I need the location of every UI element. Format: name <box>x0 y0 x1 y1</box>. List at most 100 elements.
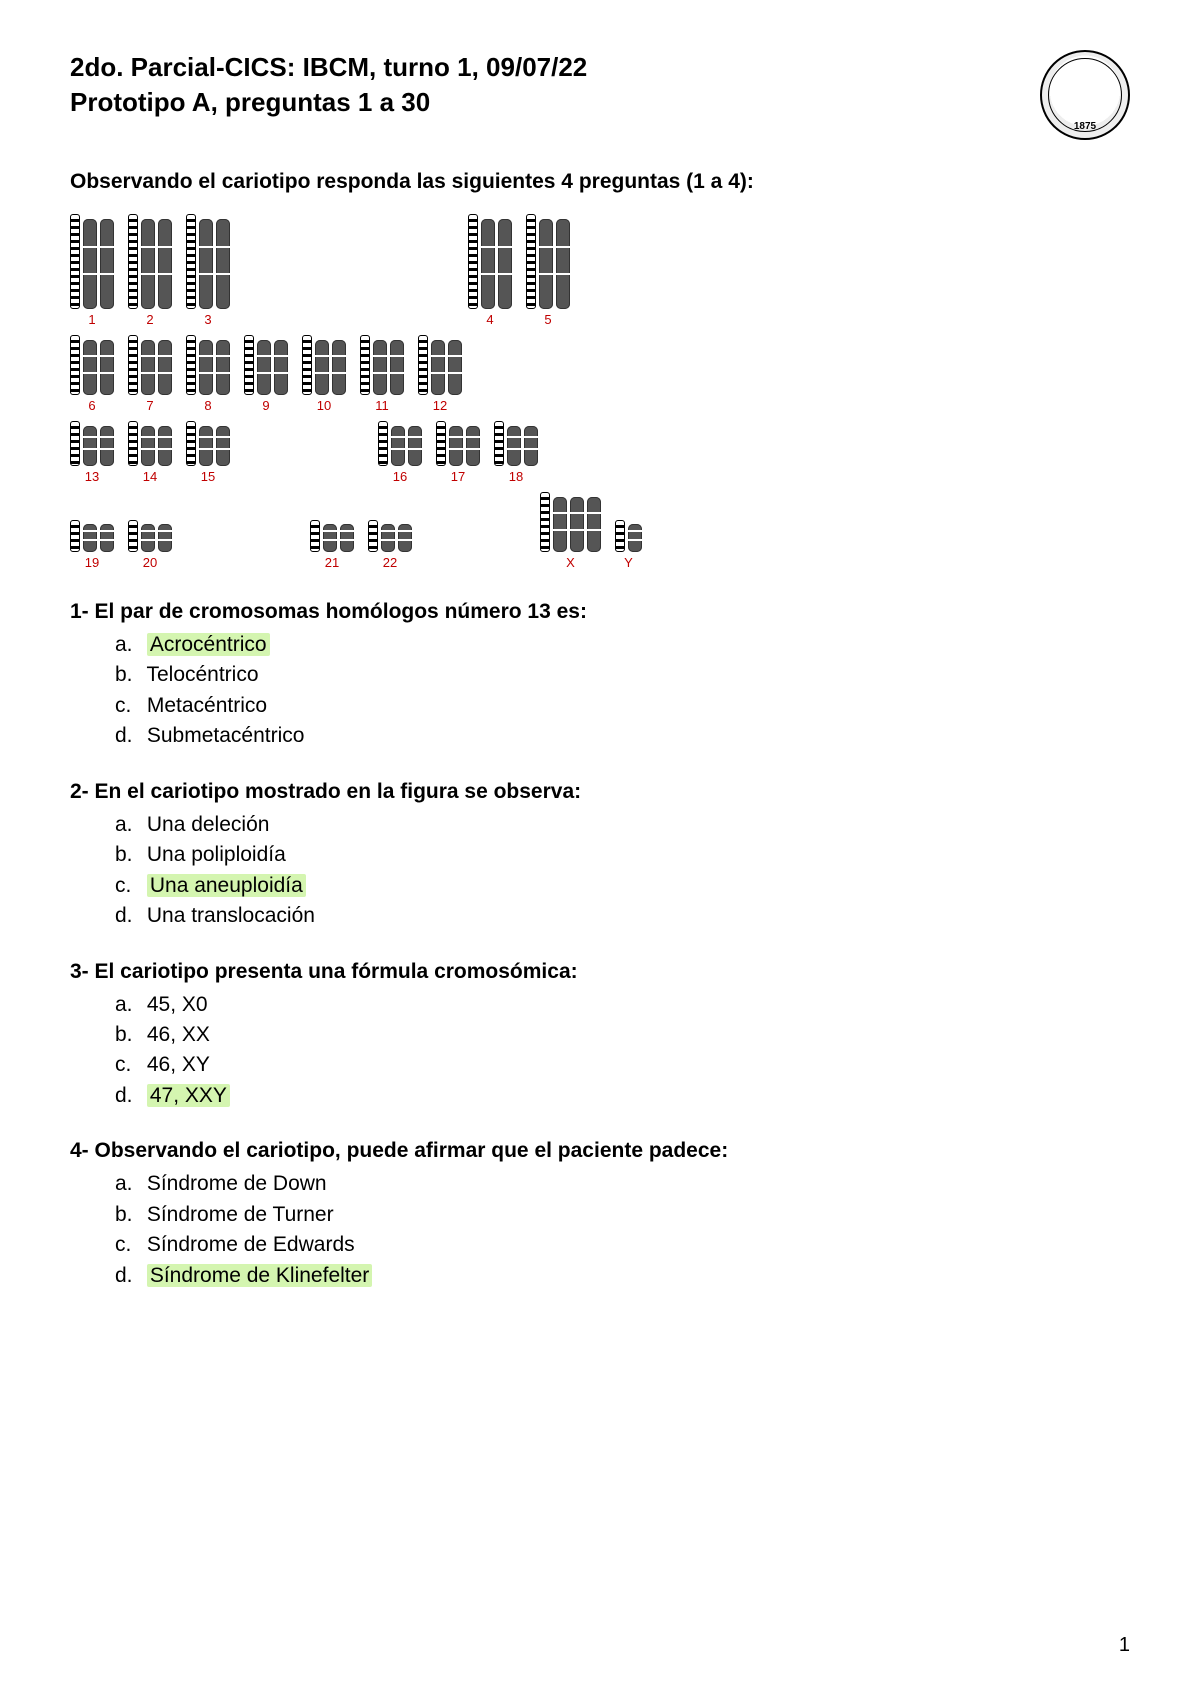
option-text: Una translocación <box>147 904 315 927</box>
option-letter: d. <box>115 1261 141 1291</box>
chromosome-pair-9: 9 <box>244 335 288 413</box>
chromosome-icon <box>481 219 495 309</box>
chromosome-icon <box>587 497 601 552</box>
chromosome-pair-17: 17 <box>436 421 480 484</box>
ideogram-icon <box>494 421 504 466</box>
chromosome-label: 8 <box>204 398 211 413</box>
chromosome-pair-22: 22 <box>368 520 412 570</box>
option-letter: b. <box>115 1020 141 1050</box>
chromosome-label: 19 <box>85 555 99 570</box>
title-line-2: Prototipo A, preguntas 1 a 30 <box>70 85 587 120</box>
chromosome-icon <box>340 524 354 552</box>
ideogram-icon <box>310 520 320 552</box>
chromosome-icon <box>158 340 172 395</box>
option-text: Una aneuploidía <box>147 874 306 897</box>
chromosome-icon <box>373 340 387 395</box>
questions-block: 1- El par de cromosomas homólogos número… <box>70 600 1130 1291</box>
option-text: Una poliploidía <box>147 843 286 866</box>
options-list: a. Acrocéntricob. Telocéntricoc. Metacén… <box>70 630 1130 752</box>
ideogram-icon <box>360 335 370 395</box>
chromosome-icon <box>390 340 404 395</box>
ideogram-icon <box>186 214 196 309</box>
chromosome-icon <box>539 219 553 309</box>
chromosome-icon <box>100 340 114 395</box>
chromosome-pair-8: 8 <box>186 335 230 413</box>
chromosome-icon <box>408 426 422 466</box>
question-3: 3- El cariotipo presenta una fórmula cro… <box>70 960 1130 1112</box>
option-text: Acrocéntrico <box>147 633 270 656</box>
chromosome-icon <box>141 219 155 309</box>
question-text: 3- El cariotipo presenta una fórmula cro… <box>70 960 1130 984</box>
option-text: Metacéntrico <box>147 694 267 717</box>
chromosome-icon <box>315 340 329 395</box>
title-line-1: 2do. Parcial-CICS: IBCM, turno 1, 09/07/… <box>70 50 587 85</box>
option-letter: b. <box>115 1200 141 1230</box>
chromosome-label: 14 <box>143 469 157 484</box>
option-letter: b. <box>115 660 141 690</box>
option-a: a. Una deleción <box>115 810 1130 840</box>
option-letter: c. <box>115 1050 141 1080</box>
chromosome-icon <box>323 524 337 552</box>
option-c: c. 46, XY <box>115 1050 1130 1080</box>
chromosome-icon <box>216 219 230 309</box>
chromosome-pair-4: 4 <box>468 214 512 327</box>
option-b: b. Síndrome de Turner <box>115 1200 1130 1230</box>
chromosome-label: Y <box>624 555 633 570</box>
option-letter: a. <box>115 990 141 1020</box>
chromosome-pair-20: 20 <box>128 520 172 570</box>
ideogram-icon <box>128 520 138 552</box>
option-b: b. Telocéntrico <box>115 660 1130 690</box>
chromosome-pair-19: 19 <box>70 520 114 570</box>
page-number: 1 <box>1119 1634 1130 1657</box>
chromosome-icon <box>158 426 172 466</box>
institution-logo: 1875 <box>1040 50 1130 140</box>
option-letter: c. <box>115 871 141 901</box>
question-text: 4- Observando el cariotipo, puede afirma… <box>70 1139 1130 1163</box>
chromosome-icon <box>556 219 570 309</box>
chromosome-pair-14: 14 <box>128 421 172 484</box>
ideogram-icon <box>368 520 378 552</box>
chromosome-icon <box>448 340 462 395</box>
option-text: 45, X0 <box>147 993 208 1016</box>
option-text: Síndrome de Down <box>147 1172 327 1195</box>
chromosome-icon <box>398 524 412 552</box>
option-text: Síndrome de Klinefelter <box>147 1264 372 1287</box>
option-a: a. Síndrome de Down <box>115 1169 1130 1199</box>
chromosome-label: 12 <box>433 398 447 413</box>
ideogram-icon <box>70 335 80 395</box>
option-text: 46, XX <box>147 1023 210 1046</box>
chromosome-icon <box>570 497 584 552</box>
ideogram-icon <box>128 421 138 466</box>
chromosome-icon <box>449 426 463 466</box>
ideogram-icon <box>70 421 80 466</box>
ideogram-icon <box>615 520 625 552</box>
options-list: a. 45, X0b. 46, XXc. 46, XYd. 47, XXY <box>70 990 1130 1112</box>
option-c: c. Síndrome de Edwards <box>115 1230 1130 1260</box>
chromosome-label: 2 <box>146 312 153 327</box>
chromosome-icon <box>83 426 97 466</box>
chromosome-pair-3: 3 <box>186 214 230 327</box>
option-text: Una deleción <box>147 813 270 836</box>
chromosome-label: 10 <box>317 398 331 413</box>
chromosome-icon <box>199 426 213 466</box>
chromosome-pair-15: 15 <box>186 421 230 484</box>
chromosome-label: 18 <box>509 469 523 484</box>
ideogram-icon <box>540 492 550 552</box>
chromosome-icon <box>628 524 642 552</box>
chromosome-icon <box>257 340 271 395</box>
chromosome-icon <box>158 219 172 309</box>
option-text: 46, XY <box>147 1053 210 1076</box>
option-letter: a. <box>115 810 141 840</box>
chromosome-pair-2: 2 <box>128 214 172 327</box>
chromosome-icon <box>332 340 346 395</box>
ideogram-icon <box>436 421 446 466</box>
option-text: Síndrome de Turner <box>147 1203 334 1226</box>
chromosome-icon <box>216 426 230 466</box>
title-block: 2do. Parcial-CICS: IBCM, turno 1, 09/07/… <box>70 50 587 120</box>
chromosome-label: 5 <box>544 312 551 327</box>
chromosome-pair-13: 13 <box>70 421 114 484</box>
chromosome-label: 1 <box>88 312 95 327</box>
chromosome-label: 16 <box>393 469 407 484</box>
chromosome-icon <box>391 426 405 466</box>
chromosome-pair-11: 11 <box>360 335 404 413</box>
